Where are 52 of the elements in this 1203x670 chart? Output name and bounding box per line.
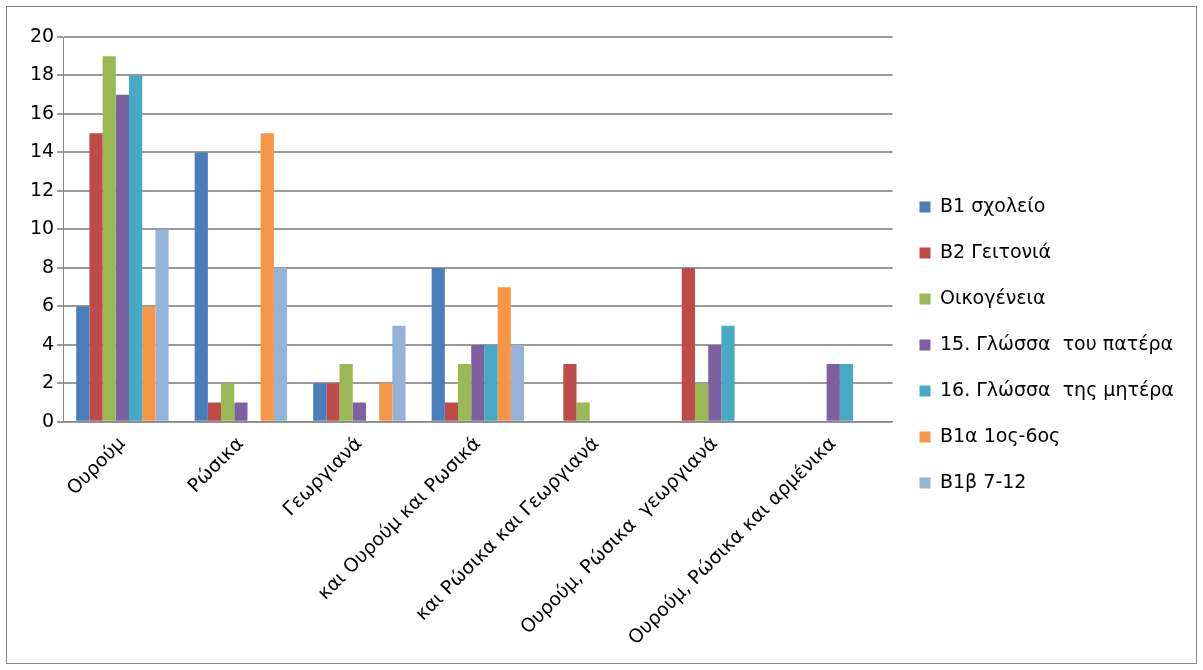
legend-label: 16. Γλώσσα της μητέρα [940, 377, 1174, 400]
bar [155, 229, 169, 421]
legend-label: Οικογένεια [940, 285, 1046, 308]
y-tick-label: 6 [42, 293, 55, 316]
bar [444, 402, 459, 421]
y-tick-label: 18 [29, 62, 55, 85]
bar [497, 287, 511, 421]
bar [484, 344, 498, 421]
bar [234, 402, 248, 421]
legend-label: 15. Γλώσσα του πατέρα [940, 331, 1174, 354]
bar [194, 152, 208, 421]
legend-label: Β1α 1ος-6ος [940, 423, 1061, 446]
bar [313, 383, 327, 421]
bar [681, 267, 695, 421]
legend-label: Β1β 7-12 [940, 469, 1027, 492]
bar [326, 383, 340, 421]
legend-label: Β2 Γειτονιά [940, 239, 1052, 262]
y-tick-label: 2 [42, 370, 55, 393]
bar [563, 364, 577, 421]
bar [207, 402, 222, 421]
y-tick-label: 0 [42, 408, 55, 431]
bar [142, 306, 156, 421]
y-tick-label: 4 [42, 331, 55, 354]
bar [431, 267, 445, 421]
y-tick-label: 20 [29, 23, 55, 46]
bar [694, 383, 709, 421]
bar [576, 402, 590, 421]
y-tick-label: 14 [29, 139, 55, 162]
bar [339, 364, 353, 421]
bar [273, 267, 288, 421]
bar [471, 344, 485, 421]
bar [510, 344, 525, 421]
bar [221, 383, 235, 421]
bar [721, 325, 735, 421]
bar [260, 133, 274, 421]
bar [379, 383, 393, 421]
y-tick-label: 10 [29, 216, 55, 239]
bar [129, 75, 143, 421]
bar [458, 364, 472, 421]
y-tick-label: 16 [29, 100, 55, 123]
bar [826, 364, 840, 421]
bar [76, 306, 90, 421]
bar [89, 133, 103, 421]
y-tick-label: 8 [42, 254, 55, 277]
y-tick-label: 12 [29, 177, 55, 200]
bar [352, 402, 366, 421]
bar [102, 56, 116, 421]
bar [115, 94, 130, 421]
bar [839, 364, 854, 421]
legend-label: Β1 σχολείο [940, 193, 1046, 216]
bar [708, 344, 722, 421]
bar [392, 325, 406, 421]
